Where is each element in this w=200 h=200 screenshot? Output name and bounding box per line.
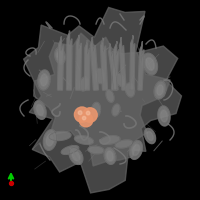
Polygon shape bbox=[69, 148, 83, 164]
Polygon shape bbox=[154, 81, 166, 99]
Polygon shape bbox=[55, 48, 65, 64]
Polygon shape bbox=[96, 68, 104, 84]
Polygon shape bbox=[130, 141, 142, 159]
Polygon shape bbox=[38, 70, 50, 90]
Polygon shape bbox=[85, 40, 90, 90]
Polygon shape bbox=[160, 110, 168, 122]
Circle shape bbox=[82, 116, 86, 120]
Polygon shape bbox=[157, 85, 163, 95]
Polygon shape bbox=[132, 144, 140, 156]
Polygon shape bbox=[101, 38, 107, 90]
Polygon shape bbox=[46, 134, 54, 146]
Polygon shape bbox=[75, 136, 93, 144]
Polygon shape bbox=[61, 146, 79, 154]
Polygon shape bbox=[92, 102, 100, 118]
Polygon shape bbox=[43, 130, 57, 150]
Polygon shape bbox=[80, 77, 88, 91]
Polygon shape bbox=[125, 83, 135, 97]
Polygon shape bbox=[100, 136, 120, 144]
Circle shape bbox=[79, 113, 93, 127]
Circle shape bbox=[74, 107, 90, 122]
Polygon shape bbox=[57, 51, 63, 61]
Polygon shape bbox=[58, 37, 64, 90]
Polygon shape bbox=[34, 101, 46, 119]
Polygon shape bbox=[158, 106, 170, 126]
Polygon shape bbox=[147, 131, 153, 141]
Polygon shape bbox=[49, 131, 71, 141]
Polygon shape bbox=[115, 140, 133, 148]
Polygon shape bbox=[67, 31, 72, 90]
Polygon shape bbox=[115, 74, 125, 86]
Polygon shape bbox=[119, 37, 126, 90]
Polygon shape bbox=[24, 7, 182, 193]
Polygon shape bbox=[112, 104, 120, 116]
Polygon shape bbox=[34, 33, 170, 166]
Polygon shape bbox=[138, 41, 144, 90]
Polygon shape bbox=[72, 151, 80, 161]
Point bbox=[9, 181, 13, 185]
Polygon shape bbox=[146, 58, 154, 70]
Polygon shape bbox=[106, 90, 114, 102]
Polygon shape bbox=[107, 151, 113, 161]
Circle shape bbox=[78, 111, 82, 115]
Circle shape bbox=[83, 108, 97, 122]
Polygon shape bbox=[76, 35, 81, 90]
Polygon shape bbox=[130, 35, 135, 90]
Polygon shape bbox=[88, 146, 104, 154]
Polygon shape bbox=[144, 128, 156, 144]
Circle shape bbox=[86, 111, 90, 115]
Polygon shape bbox=[112, 41, 119, 90]
Polygon shape bbox=[40, 74, 48, 86]
Polygon shape bbox=[109, 43, 118, 90]
Polygon shape bbox=[36, 104, 44, 116]
Polygon shape bbox=[143, 53, 157, 75]
Polygon shape bbox=[104, 148, 116, 164]
Polygon shape bbox=[90, 37, 98, 90]
